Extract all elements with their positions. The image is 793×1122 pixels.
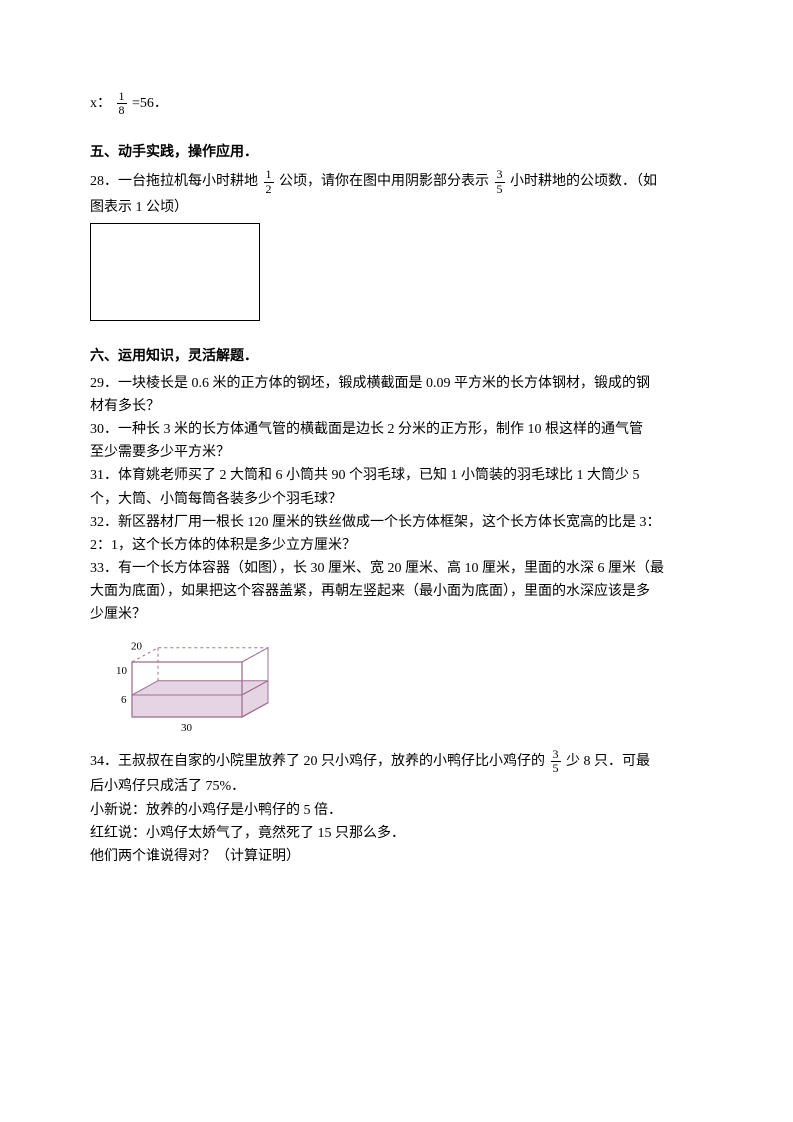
frac-den: 8	[117, 104, 127, 117]
q29-line2: 材有多长？	[90, 395, 703, 418]
fraction-1-2: 1 2	[264, 168, 274, 195]
q33-line2: 大面为底面），如果把这个容器盖紧，再朝左竖起来（最小面为底面），里面的水深应该是…	[90, 580, 703, 603]
q34-line2: 后小鸡仔只成活了 75%．	[90, 775, 703, 798]
fraction-1-8: 1 8	[117, 90, 127, 117]
q34-line5: 他们两个谁说得对？（计算证明）	[90, 845, 703, 868]
q33-figure: 2010 6 30	[110, 632, 275, 742]
q31-line1: 31．体育姚老师买了 2 大筒和 6 小筒共 90 个羽毛球，已知 1 小筒装的…	[90, 464, 703, 487]
q34-line3: 小新说：放养的小鸡仔是小鸭仔的 5 倍．	[90, 799, 703, 822]
frac-den: 5	[551, 762, 561, 775]
q34-text-b: 少 8 只．可最	[566, 754, 650, 769]
section-6-title: 六、运用知识，灵活解题．	[90, 345, 703, 368]
svg-text:6: 6	[121, 694, 127, 706]
q28-text-c: 小时耕地的公顷数．（如	[510, 174, 657, 189]
frac-num: 1	[264, 168, 274, 182]
frac-num: 3	[551, 748, 561, 762]
q28-line2: 图表示 1 公顷）	[90, 196, 703, 219]
section-5-title: 五、动手实践，操作应用．	[90, 141, 703, 164]
fraction-3-5-b: 3 5	[551, 748, 561, 775]
eq-suffix: =56．	[132, 96, 168, 111]
q34-line1: 34．王叔叔在自家的小院里放养了 20 只小鸡仔，放养的小鸭仔比小鸡仔的 3 5…	[90, 748, 703, 775]
q32-line1: 32．新区器材厂用一根长 120 厘米的铁丝做成一个长方体框架，这个长方体长宽高…	[90, 511, 703, 534]
frac-num: 1	[117, 90, 127, 104]
q34-text-a: 34．王叔叔在自家的小院里放养了 20 只小鸡仔，放养的小鸭仔比小鸡仔的	[90, 754, 545, 769]
frac-num: 3	[495, 168, 505, 182]
q28-rectangle	[90, 223, 260, 321]
svg-text:30: 30	[181, 722, 193, 734]
q30-line2: 至少需要多少平方米？	[90, 441, 703, 464]
q29-line1: 29．一块棱长是 0.6 米的正方体的钢坯，锻成横截面是 0.09 平方米的长方…	[90, 372, 703, 395]
equation-line: x： 1 8 =56．	[90, 90, 703, 117]
frac-den: 2	[264, 183, 274, 196]
fraction-3-5: 3 5	[495, 168, 505, 195]
q33-line3: 少厘米？	[90, 603, 703, 626]
q32-line2: 2：1，这个长方体的体积是多少立方厘米？	[90, 534, 703, 557]
q28-line1: 28．一台拖拉机每小时耕地 1 2 公顷，请你在图中用阴影部分表示 3 5 小时…	[90, 168, 703, 195]
q30-line1: 30．一种长 3 米的长方体通气管的横截面是边长 2 分米的正方形，制作 10 …	[90, 418, 703, 441]
frac-den: 5	[495, 183, 505, 196]
q31-line2: 个，大筒、小筒每筒各装多少个羽毛球？	[90, 488, 703, 511]
q28-text-b: 公顷，请你在图中用阴影部分表示	[279, 174, 489, 189]
q28-text-a: 28．一台拖拉机每小时耕地	[90, 174, 258, 189]
svg-text:10: 10	[116, 665, 128, 677]
q33-line1: 33．有一个长方体容器（如图），长 30 厘米、宽 20 厘米、高 10 厘米，…	[90, 557, 703, 580]
q34-line4: 红红说：小鸡仔太娇气了，竟然死了 15 只那么多．	[90, 822, 703, 845]
svg-text:20: 20	[131, 641, 143, 653]
eq-prefix: x：	[90, 96, 111, 111]
